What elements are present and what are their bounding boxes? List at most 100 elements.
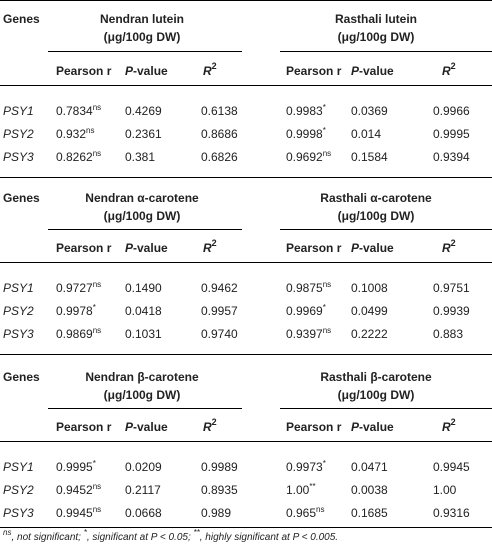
- p-value: 0.0038: [351, 483, 388, 497]
- significance-mark: ns: [92, 482, 102, 491]
- p-value: 0.2361: [125, 127, 162, 141]
- group2-title: Rasthali lutein: [334, 12, 418, 26]
- p-suffix: -value: [359, 241, 394, 255]
- p-value: 0.0369: [351, 104, 388, 118]
- gene-name: PSY3: [3, 150, 34, 164]
- group1-title: Nendran lutein: [99, 12, 185, 26]
- group1-rule: [48, 408, 242, 409]
- gene-name: PSY2: [3, 483, 34, 497]
- r-exponent: 2: [450, 417, 456, 427]
- p-value: 0.0499: [351, 304, 388, 318]
- col-pvalue-1: P-value: [125, 420, 168, 434]
- p-suffix: -value: [133, 241, 168, 255]
- group1-title: Nendran α-carotene: [85, 191, 199, 205]
- r-letter: R: [442, 64, 451, 78]
- r2-value: 0.883: [433, 327, 464, 341]
- group1-rule: [48, 229, 242, 230]
- pearson-value: 0.9969*: [286, 303, 326, 319]
- significance-mark: ns: [92, 326, 102, 335]
- pearson-value: 0.7834ns: [56, 103, 102, 119]
- gene-name: PSY2: [3, 127, 34, 141]
- col-pearson-1: Pearson r: [56, 241, 112, 255]
- pearson-value: 0.9397ns: [286, 326, 332, 342]
- pearson-value: 0.9995*: [56, 459, 96, 475]
- col-pearson-2: Pearson r: [286, 420, 342, 434]
- genes-header: Genes: [3, 370, 40, 384]
- p-suffix: -value: [359, 420, 394, 434]
- genes-header: Genes: [3, 12, 40, 26]
- p-value: 0.2222: [351, 327, 388, 341]
- significance-mark: *: [322, 126, 326, 135]
- r2-value: 0.8686: [201, 127, 238, 141]
- pearson-value: 0.9978*: [56, 303, 96, 319]
- r-letter: R: [203, 64, 212, 78]
- table-block-lutein: Genes Nendran lutein (μg/100g DW) Rastha…: [0, 0, 492, 179]
- r2-value: 0.9995: [433, 127, 470, 141]
- significance-mark: ns: [86, 126, 95, 135]
- pearson-value: 0.9869ns: [56, 326, 102, 342]
- header-rule: [0, 441, 492, 442]
- footnote-symbol-star: *: [83, 528, 87, 537]
- gene-name: PSY1: [3, 460, 34, 474]
- group1-title: Nendran β-carotene: [85, 370, 199, 384]
- pearson-value: 0.965ns: [286, 505, 325, 521]
- group2-title: Rasthali β-carotene: [320, 370, 432, 384]
- significance-mark: *: [92, 303, 96, 312]
- p-value: 0.0209: [125, 460, 162, 474]
- r-exponent: 2: [450, 61, 456, 71]
- r-letter: R: [203, 420, 212, 434]
- r-exponent: 2: [211, 238, 217, 248]
- p-letter: P: [351, 420, 360, 434]
- group1-rule: [48, 51, 242, 52]
- group2-rule: [280, 51, 492, 52]
- group2-units: (μg/100g DW): [337, 30, 415, 44]
- p-suffix: -value: [359, 64, 394, 78]
- r2-value: 0.9740: [201, 327, 238, 341]
- table-block-alpha-carotene: Genes Nendran α-carotene (μg/100g DW) Ra…: [0, 178, 492, 357]
- gene-name: PSY2: [3, 304, 34, 318]
- significance-mark: ns: [322, 149, 332, 158]
- pearson-value: 1.00**: [286, 482, 316, 498]
- r2-value: 0.6826: [201, 150, 238, 164]
- footnote-symbol-double-star: **: [193, 528, 200, 537]
- r-letter: R: [203, 241, 212, 255]
- pearson-value: 0.9973*: [286, 459, 326, 475]
- col-pvalue-1: P-value: [125, 64, 168, 78]
- r-exponent: 2: [450, 238, 456, 248]
- p-value: 0.014: [351, 127, 382, 141]
- r2-value: 0.6138: [201, 104, 238, 118]
- significance-mark: ns: [322, 280, 332, 289]
- group2-rule: [280, 408, 492, 409]
- gene-name: PSY1: [3, 104, 34, 118]
- col-r2-2: R2: [442, 61, 456, 79]
- p-letter: P: [125, 64, 134, 78]
- group2-units: (μg/100g DW): [337, 388, 415, 402]
- significance-mark: *: [322, 459, 326, 468]
- col-r2-1: R2: [203, 238, 217, 256]
- col-r2-2: R2: [442, 417, 456, 435]
- gene-name: PSY3: [3, 506, 34, 520]
- r2-value: 0.9751: [433, 281, 470, 295]
- block-bottom-rule: [0, 527, 492, 528]
- r2-value: 0.9316: [433, 506, 470, 520]
- significance-mark: *: [322, 103, 326, 112]
- group1-units: (μg/100g DW): [103, 388, 181, 402]
- col-pvalue-2: P-value: [351, 64, 394, 78]
- r-letter: R: [442, 241, 451, 255]
- col-pvalue-2: P-value: [351, 420, 394, 434]
- r2-value: 0.9394: [433, 150, 470, 164]
- col-pearson-1: Pearson r: [56, 420, 112, 434]
- p-suffix: -value: [133, 64, 168, 78]
- pearson-value: 0.932ns: [56, 126, 95, 142]
- r-exponent: 2: [211, 61, 217, 71]
- gene-name: PSY3: [3, 327, 34, 341]
- header-rule: [0, 262, 492, 263]
- table-block-beta-carotene: Genes Nendran β-carotene (μg/100g DW) Ra…: [0, 356, 492, 535]
- significance-mark: ns: [92, 103, 102, 112]
- col-pearson-2: Pearson r: [286, 64, 342, 78]
- table-top-rule: [0, 0, 492, 1]
- group1-units: (μg/100g DW): [103, 30, 181, 44]
- p-suffix: -value: [133, 420, 168, 434]
- col-r2-2: R2: [442, 238, 456, 256]
- col-pearson-1: Pearson r: [56, 64, 112, 78]
